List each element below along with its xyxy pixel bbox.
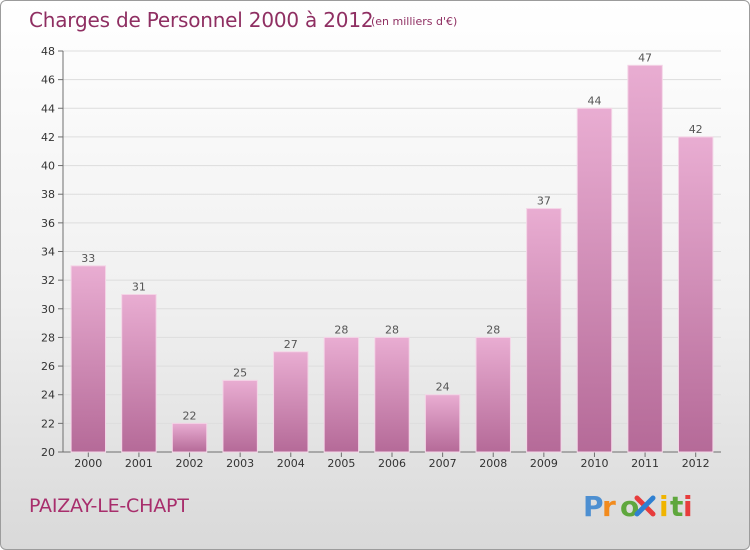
data-label: 25 [233,366,247,379]
bar-2011 [627,64,663,453]
bar-2006 [374,336,410,453]
data-label: 31 [132,280,146,293]
data-label: 37 [537,195,551,208]
x-tick-label: 2012 [682,457,710,470]
bar-2012 [677,136,714,453]
bar-2002 [171,422,208,453]
x-tick-label: 2008 [479,457,507,470]
data-label: 22 [183,409,197,422]
bar-2005 [323,336,360,453]
bar-2008 [475,336,511,453]
y-tick-label: 26 [41,360,55,373]
commune-name: PAIZAY-LE-CHAPT [29,495,189,517]
data-label: 28 [486,323,500,336]
x-tick-label: 2001 [125,457,153,470]
x-tick-label: 2010 [580,457,608,470]
data-label: 28 [385,323,399,336]
y-tick-label: 24 [41,389,55,402]
data-label: 42 [689,123,703,136]
bar-2003 [222,379,258,453]
data-label: 44 [587,94,601,107]
y-tick-label: 38 [41,188,55,201]
bar-2010 [576,107,613,453]
bar-2000 [70,265,107,453]
x-tick-label: 2009 [530,457,558,470]
y-tick-label: 46 [41,74,55,87]
chart-subtitle: (en milliers d'€) [371,15,458,28]
y-tick-label: 48 [41,45,55,58]
y-tick-label: 20 [41,446,55,459]
svg-text:P: P [583,490,604,523]
y-tick-label: 36 [41,217,55,230]
svg-text:i: i [659,490,669,523]
svg-text:r: r [602,490,616,523]
y-tick-label: 22 [41,417,55,430]
y-tick-label: 28 [41,331,55,344]
chart-title: Charges de Personnel 2000 à 2012 [29,8,374,32]
bar-2001 [121,293,157,453]
bar-2004 [273,351,309,453]
data-label: 28 [334,323,348,336]
data-label: 24 [436,381,450,394]
y-tick-label: 44 [41,102,55,115]
y-tick-label: 34 [41,246,55,259]
x-tick-label: 2005 [327,457,355,470]
bar-2009 [526,208,562,453]
bars [70,64,714,453]
x-tick-label: 2006 [378,457,406,470]
data-label: 47 [638,51,652,64]
proxiti-logo: P r o i t i [583,490,693,523]
svg-text:o: o [620,490,639,523]
labels: 2000 33 2001 31 2002 22 2003 25 2004 27 2005 28 2006… [74,51,709,470]
x-tick-label: 2000 [74,457,102,470]
bar-2007 [424,394,461,453]
y-tick-label: 42 [41,131,55,144]
x-tick-label: 2011 [631,457,659,470]
svg-text:i: i [683,490,693,523]
data-label: 27 [284,338,298,351]
x-tick-label: 2004 [277,457,305,470]
data-label: 33 [81,252,95,265]
y-tick-label: 30 [41,303,55,316]
y-tick-label: 40 [41,160,55,173]
x-tick-label: 2007 [429,457,457,470]
y-tick-label: 32 [41,274,55,287]
x-tick-label: 2003 [226,457,254,470]
x-tick-label: 2002 [176,457,204,470]
svg-text:t: t [670,490,683,523]
